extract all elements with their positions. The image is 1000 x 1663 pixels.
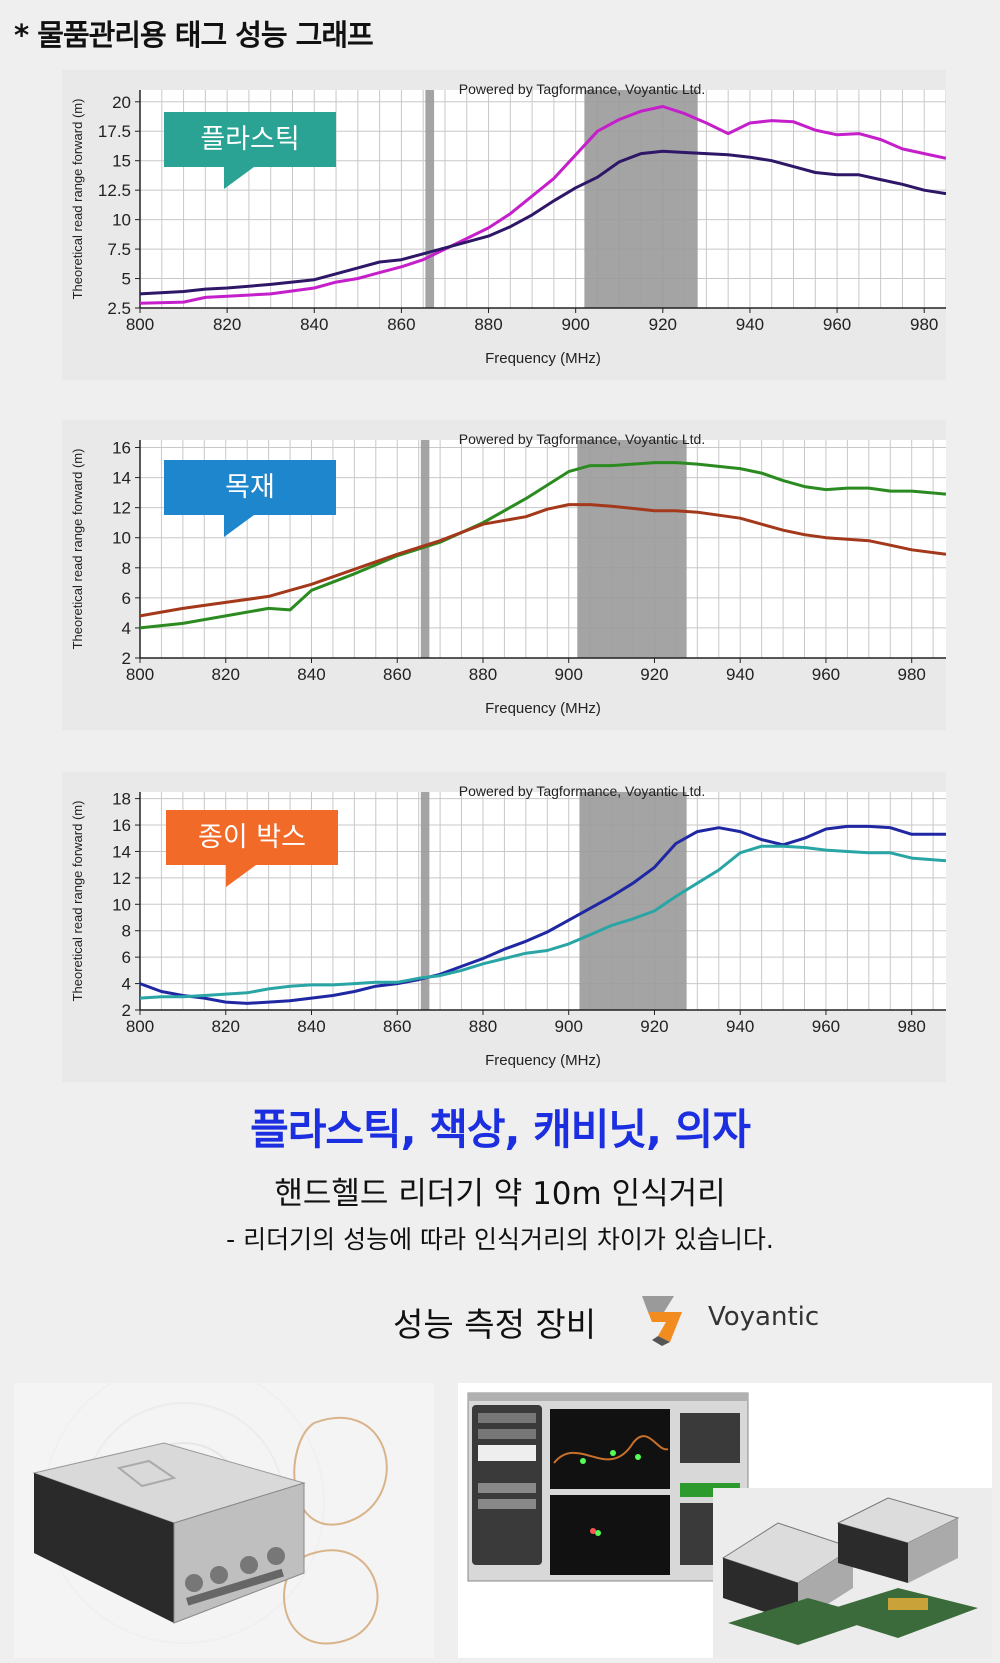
- watermark-text: Powered by Tagformance, Voyantic Ltd.: [459, 431, 705, 447]
- box-badge: 종이 박스: [166, 810, 338, 887]
- x-tick-label: 960: [823, 315, 851, 334]
- y-tick-label: 20: [112, 93, 131, 112]
- plastic-badge: 플라스틱: [164, 112, 336, 189]
- chart-plastic: 800 820 840 860 880 900 920 940 960 980 2.5 5 7.5 10 1…: [70, 81, 946, 367]
- y-tick-label: 14: [112, 469, 131, 488]
- x-tick-label: 860: [387, 315, 415, 334]
- x-axis-label: Frequency (MHz): [485, 350, 601, 367]
- frequency-band: [420, 792, 430, 1010]
- y-tick-label: 16: [112, 816, 131, 835]
- x-tick-label: 900: [555, 1017, 583, 1036]
- measurement-setup-photo: [458, 1383, 992, 1658]
- chart-panel-box: 800 820 840 860 880 900 920 940 960 980 2 4 6 8 10 12 14…: [62, 772, 946, 1082]
- series-line-2: [139, 503, 946, 618]
- x-tick-label: 840: [297, 1017, 325, 1036]
- y-tick-label: 7.5: [107, 240, 131, 259]
- wood-badge: 목재: [164, 460, 336, 537]
- series-line-1: [139, 824, 946, 1005]
- x-tick-label: 920: [649, 315, 677, 334]
- y-tick-label: 2: [122, 1001, 131, 1020]
- y-tick-label: 10: [112, 895, 131, 914]
- read-range-text: 핸드헬드 리더기 약 10m 인식거리: [274, 1176, 726, 1212]
- voyantic-brand: Voyantic: [708, 1302, 820, 1332]
- x-tick-label: 820: [213, 315, 241, 334]
- y-tick-label: 12: [112, 499, 131, 518]
- y-tick-label: 8: [122, 559, 131, 578]
- y-axis-label: Theoretical read range forward (m): [70, 99, 85, 300]
- y-tick-label: 6: [122, 948, 131, 967]
- series-line-2: [139, 844, 946, 1000]
- x-tick-label: 900: [561, 315, 589, 334]
- frequency-band: [425, 90, 435, 308]
- y-tick-label: 8: [122, 922, 131, 941]
- y-tick-label: 16: [112, 439, 131, 458]
- x-tick-label: 860: [383, 1017, 411, 1036]
- x-tick-label: 940: [726, 665, 754, 684]
- x-axis-label: Frequency (MHz): [485, 700, 601, 717]
- x-tick-label: 960: [812, 665, 840, 684]
- x-tick-label: 820: [212, 665, 240, 684]
- equipment-label: 성능 측정 장비: [393, 1305, 597, 1344]
- x-tick-label: 840: [300, 315, 328, 334]
- frequency-band: [577, 440, 687, 658]
- y-axis-label: Theoretical read range forward (m): [70, 801, 85, 1002]
- y-tick-label: 4: [122, 975, 131, 994]
- frequency-band: [584, 90, 698, 308]
- performance-note: - 리더기의 성능에 따라 인식거리의 차이가 있습니다.: [226, 1225, 774, 1254]
- y-tick-label: 17.5: [98, 122, 131, 141]
- y-axis-label: Theoretical read range forward (m): [70, 449, 85, 650]
- y-tick-label: 15: [112, 152, 131, 171]
- chart-panel-wood: 800 820 840 860 880 900 920 940 960 980 2 4 6 8 10 12 14…: [62, 420, 946, 730]
- y-tick-label: 5: [122, 270, 131, 289]
- x-tick-label: 960: [812, 1017, 840, 1036]
- x-axis-label: Frequency (MHz): [485, 1052, 601, 1069]
- y-tick-label: 4: [122, 619, 131, 638]
- x-tick-label: 980: [898, 1017, 926, 1036]
- page-title: * 물품관리용 태그 성능 그래프: [14, 18, 374, 52]
- x-tick-label: 900: [555, 665, 583, 684]
- x-tick-label: 880: [469, 665, 497, 684]
- y-tick-label: 2.5: [107, 299, 131, 318]
- x-tick-label: 940: [726, 1017, 754, 1036]
- y-tick-label: 6: [122, 589, 131, 608]
- voyantic-logo-icon: [632, 1290, 702, 1348]
- watermark-text: Powered by Tagformance, Voyantic Ltd.: [459, 783, 705, 799]
- x-tick-label: 840: [297, 665, 325, 684]
- x-tick-label: 980: [910, 315, 938, 334]
- x-tick-label: 880: [469, 1017, 497, 1036]
- x-tick-label: 800: [126, 1017, 154, 1036]
- x-tick-label: 980: [898, 665, 926, 684]
- series-line-1: [139, 461, 946, 630]
- x-tick-label: 940: [736, 315, 764, 334]
- x-tick-label: 860: [383, 665, 411, 684]
- headline: 플라스틱, 책상, 캐비닛, 의자: [250, 1105, 751, 1154]
- x-tick-label: 880: [474, 315, 502, 334]
- reader-device-photo: [14, 1362, 434, 1658]
- x-tick-label: 820: [212, 1017, 240, 1036]
- chart-panel-plastic: 800 820 840 860 880 900 920 940 960 980 2.5 5 7.5 10 1…: [62, 70, 946, 380]
- y-tick-label: 12: [112, 869, 131, 888]
- y-tick-label: 12.5: [98, 181, 131, 200]
- frequency-band: [420, 440, 430, 658]
- watermark-text: Powered by Tagformance, Voyantic Ltd.: [459, 81, 705, 97]
- x-tick-label: 800: [126, 315, 154, 334]
- y-tick-label: 2: [122, 649, 131, 668]
- y-tick-label: 14: [112, 842, 131, 861]
- y-tick-label: 18: [112, 790, 131, 809]
- series-line-1: [139, 105, 946, 305]
- series-line-2: [139, 149, 946, 296]
- y-tick-label: 10: [112, 529, 131, 548]
- x-tick-label: 800: [126, 665, 154, 684]
- y-tick-label: 10: [112, 211, 131, 230]
- x-tick-label: 920: [640, 1017, 668, 1036]
- x-tick-label: 920: [640, 665, 668, 684]
